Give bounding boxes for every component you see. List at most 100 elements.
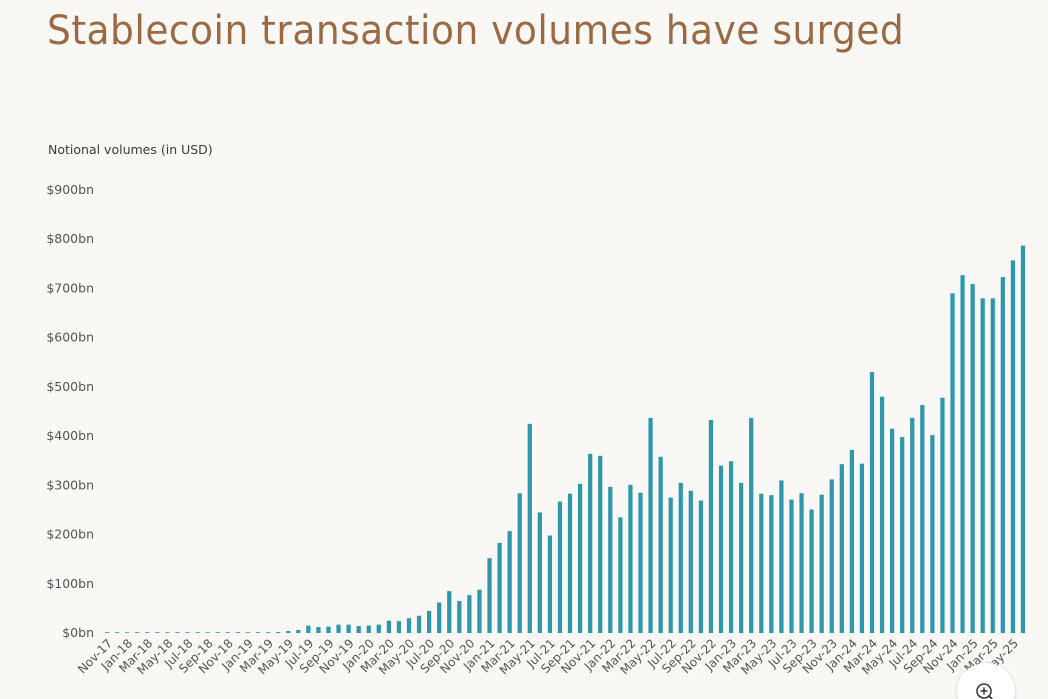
bar-Jun-22: [658, 456, 663, 633]
bar-Mar-21: [507, 531, 512, 633]
bar-Dec-20: [477, 589, 482, 633]
bar-Sep-20: [447, 591, 452, 633]
page-title: Stablecoin transaction volumes have surg…: [47, 8, 905, 54]
bar-Jun-25: [1020, 245, 1026, 633]
bar-Nov-18: [225, 632, 230, 633]
bar-Oct-21: [577, 483, 583, 633]
bar-Nov-19: [346, 624, 351, 633]
bar-Oct-20: [457, 601, 462, 633]
y-axis-label: Notional volumes (in USD): [48, 142, 213, 157]
bar-Feb-25: [980, 298, 985, 633]
y-tick-label: $400bn: [46, 428, 94, 443]
bar-Nov-17: [104, 632, 110, 633]
bar-May-18: [165, 632, 170, 633]
bar-Apr-22: [638, 492, 643, 633]
bar-Apr-18: [155, 632, 160, 633]
bar-May-19: [286, 631, 291, 633]
bar-Mar-18: [145, 632, 150, 633]
bar-Oct-23: [819, 494, 824, 633]
bar-Sep-24: [930, 435, 935, 633]
bar-May-22: [648, 417, 653, 633]
bar-Nov-24: [950, 293, 955, 633]
bar-Jan-19: [245, 632, 251, 633]
bar-Sep-19: [326, 626, 331, 633]
bar-Jan-18: [125, 632, 130, 633]
bar-Jun-23: [779, 480, 784, 633]
y-tick-label: $700bn: [46, 280, 94, 295]
bar-Jul-20: [427, 610, 432, 633]
y-axis-ticks: $0bn $100bn $200bn $300bn $400bn $500bn $600bn…: [46, 182, 94, 640]
bar-Sep-22: [688, 490, 693, 633]
bar-Jun-24: [900, 437, 905, 633]
bar-Feb-23: [739, 482, 744, 633]
bar-Apr-23: [759, 493, 764, 633]
bar-Aug-24: [920, 405, 925, 633]
bar-Sep-21: [567, 493, 573, 633]
bar-Jul-19: [306, 625, 311, 633]
bar-Jul-23: [789, 499, 794, 633]
bar-Nov-22: [708, 419, 714, 633]
bar-Mar-19: [265, 632, 271, 633]
bar-Dec-23: [839, 464, 844, 633]
bar-Aug-23: [799, 493, 804, 633]
y-tick-label: $900bn: [46, 182, 94, 197]
bar-Jan-22: [608, 486, 613, 633]
bar-Dec-17: [114, 632, 120, 633]
bar-Oct-18: [215, 632, 220, 633]
bar-Oct-22: [698, 500, 703, 633]
bar-Nov-23: [829, 479, 834, 633]
bar-Jun-21: [537, 512, 542, 633]
y-tick-label: $200bn: [46, 527, 94, 542]
bar-Dec-21: [598, 455, 603, 633]
bar-Feb-22: [618, 517, 623, 633]
bar-Jan-20: [366, 625, 371, 633]
bar-May-20: [406, 618, 412, 633]
bar-Dec-18: [235, 632, 240, 633]
bar-Jul-24: [910, 417, 915, 633]
bar-Apr-19: [276, 632, 281, 633]
bar-Feb-24: [859, 463, 865, 633]
bar-Sep-23: [809, 509, 814, 633]
bar-Jan-21: [487, 558, 492, 633]
bar-Jun-20: [416, 615, 422, 633]
bar-Jan-24: [849, 449, 854, 633]
bar-Apr-25: [1000, 277, 1005, 633]
bar-Mar-23: [749, 417, 754, 633]
bar-Aug-20: [437, 602, 442, 633]
y-tick-label: $300bn: [46, 477, 94, 492]
bar-Nov-21: [588, 453, 593, 633]
bar-Jun-19: [296, 630, 301, 633]
bar-Feb-20: [376, 624, 381, 633]
bar-Mar-22: [628, 484, 633, 633]
bar-Feb-19: [255, 632, 261, 633]
bar-May-23: [769, 495, 774, 633]
bar-Aug-18: [195, 632, 200, 633]
y-tick-label: $100bn: [46, 576, 94, 591]
bar-Mar-25: [990, 298, 995, 633]
bar-Oct-24: [940, 397, 945, 633]
bar-Dec-22: [718, 465, 724, 633]
bars: [104, 245, 1026, 633]
y-tick-label: $500bn: [46, 379, 94, 394]
bar-May-21: [527, 423, 532, 633]
bar-Oct-19: [336, 624, 341, 633]
bar-May-24: [890, 428, 895, 633]
bar-Aug-21: [557, 501, 563, 633]
bar-Dec-19: [356, 626, 361, 633]
bar-Apr-20: [396, 621, 402, 633]
bar-Feb-21: [497, 542, 502, 633]
bar-Jul-21: [547, 535, 553, 633]
bar-Apr-24: [879, 396, 885, 633]
bar-Jan-23: [728, 461, 734, 633]
bar-Jun-18: [175, 632, 180, 633]
x-axis-ticks: Nov-17Jan-18Mar-18May-18Jul-18Sep-18Nov-…: [75, 636, 1021, 677]
bar-Mar-20: [386, 620, 391, 633]
y-tick-label: $600bn: [46, 330, 94, 345]
zoom-in-icon: [976, 683, 994, 699]
bar-Aug-22: [678, 482, 683, 633]
bar-Aug-19: [316, 627, 321, 633]
bar-Jul-18: [185, 632, 190, 633]
y-tick-label: $0bn: [62, 625, 94, 640]
bar-Nov-20: [467, 595, 472, 633]
